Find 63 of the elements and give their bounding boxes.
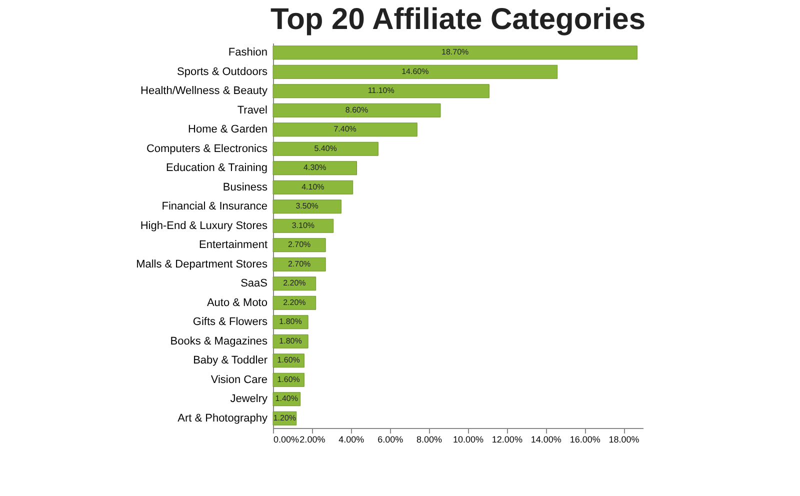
y-tick-label: SaaS	[240, 278, 268, 290]
x-tick-label: 0.00%	[274, 434, 300, 444]
x-tick-label: 16.00%	[570, 434, 600, 444]
y-tick-label: Jewelry	[230, 393, 268, 406]
y-tick-label: Health/Wellness & Beauty	[140, 85, 268, 98]
data-label: 1.80%	[279, 317, 302, 326]
y-tick-label: Business	[222, 181, 268, 194]
data-label: 5.40%	[314, 144, 337, 153]
y-tick-label: Entertainment	[199, 239, 268, 252]
y-tick-label: Baby & Toddler	[193, 354, 268, 367]
x-tick-label: 8.00%	[416, 434, 442, 444]
bar	[272, 142, 378, 156]
x-tick-label: 14.00%	[530, 434, 562, 444]
data-label: 3.50%	[296, 202, 318, 211]
bar	[272, 122, 418, 137]
data-label: 3.10%	[292, 220, 315, 230]
data-label: 1.20%	[273, 413, 296, 422]
bar	[272, 161, 357, 176]
data-label: 18.70%	[442, 48, 469, 57]
data-label: 1.40%	[275, 394, 298, 404]
y-tick-label: Gifts & Flowers	[192, 316, 268, 328]
x-tick-label: 12.00%	[492, 434, 522, 444]
y-tick-label: Home & Garden	[188, 124, 268, 136]
bar	[272, 46, 638, 60]
bar	[272, 103, 441, 118]
bar	[272, 84, 490, 98]
data-label: 2.20%	[283, 278, 306, 288]
x-tick-label: 18.00%	[608, 434, 640, 444]
data-label: 1.60%	[277, 356, 300, 365]
x-tick-label: 10.00%	[452, 434, 484, 444]
data-label: 2.70%	[288, 259, 311, 268]
data-label: 4.10%	[302, 182, 324, 192]
data-label: 1.80%	[279, 336, 302, 346]
data-label: 1.60%	[277, 374, 300, 384]
y-tick-label: Sports & Outdoors	[177, 66, 268, 78]
bar	[272, 180, 354, 194]
chart-title: Top 20 Affiliate Categories	[270, 3, 646, 36]
data-label: 14.60%	[402, 66, 429, 76]
data-label: 2.70%	[288, 240, 311, 250]
x-tick-label: 2.00%	[300, 434, 326, 444]
bar	[272, 218, 334, 233]
y-tick-label: Travel	[237, 104, 268, 116]
y-tick-label: Education & Training	[166, 162, 268, 174]
data-label: 7.40%	[334, 124, 356, 134]
y-tick-label: Financial & Insurance	[162, 200, 268, 213]
data-label: 2.20%	[283, 298, 306, 307]
y-tick-label: Auto & Moto	[206, 296, 268, 309]
bar	[272, 257, 326, 272]
x-tick-label: 6.00%	[378, 434, 404, 444]
y-tick-label: High-End & Luxury Stores	[140, 220, 268, 232]
bar	[272, 200, 342, 214]
data-label: 11.10%	[368, 86, 394, 96]
x-tick-label: 4.00%	[338, 434, 364, 444]
bar	[272, 64, 558, 79]
y-tick-label: Books & Magazines	[170, 335, 268, 348]
y-tick-label: Computers & Electronics	[146, 142, 268, 155]
y-tick-label: Art & Photography	[178, 412, 268, 424]
data-label: 4.30%	[304, 163, 326, 172]
y-tick-label: Fashion	[228, 46, 268, 59]
bar	[272, 238, 326, 252]
y-tick-label: Vision Care	[210, 374, 268, 386]
data-label: 8.60%	[345, 105, 368, 114]
y-tick-label: Malls & Department Stores	[136, 258, 268, 270]
